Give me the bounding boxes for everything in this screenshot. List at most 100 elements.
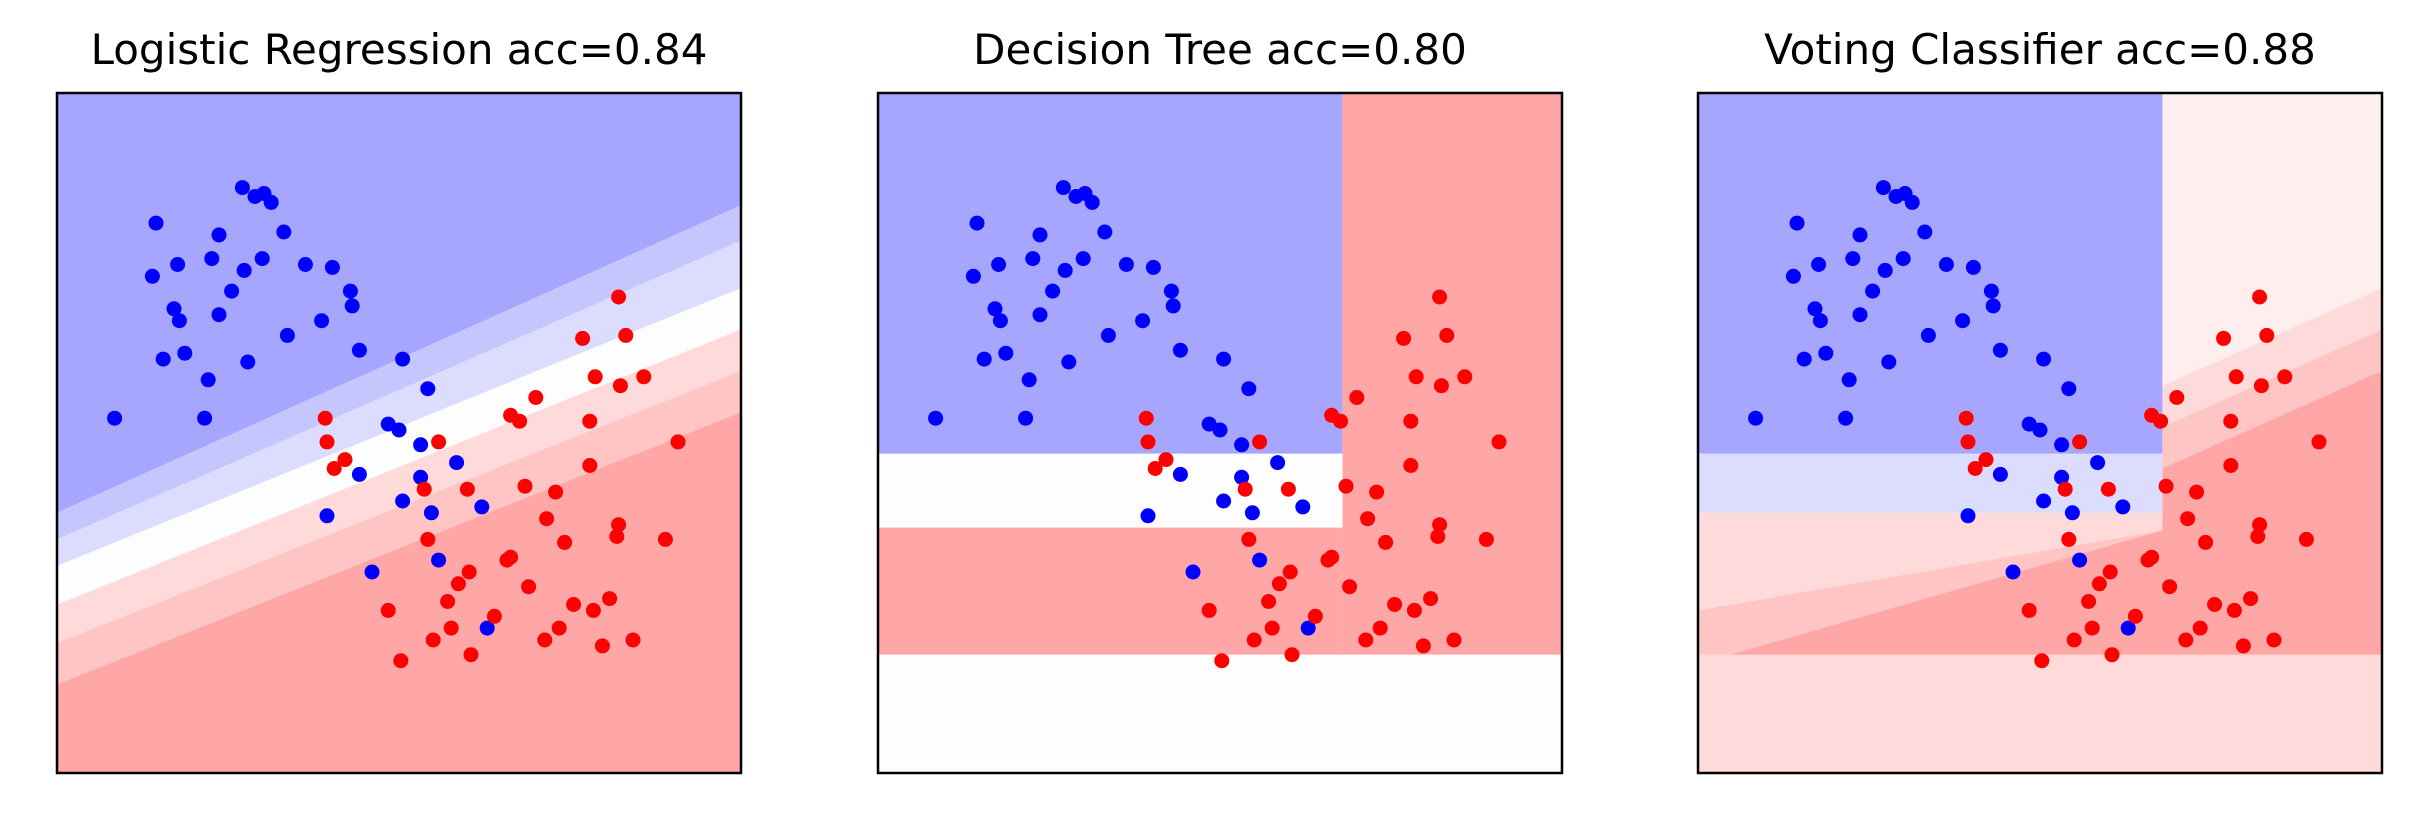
data-point-blue: [314, 313, 330, 329]
data-point-blue: [1075, 251, 1091, 267]
data-point-blue: [1032, 227, 1048, 243]
data-point-red: [537, 632, 553, 648]
data-point-red: [463, 647, 479, 663]
data-point-red: [1246, 632, 1262, 648]
data-point-blue: [324, 259, 340, 275]
data-point-red: [2081, 594, 2097, 609]
data-point-red: [2140, 552, 2156, 568]
data-point-blue: [1818, 345, 1834, 361]
data-point-red: [1201, 602, 1217, 618]
data-point-red: [1372, 620, 1388, 636]
data-point-red: [1261, 594, 1277, 609]
data-point-red: [440, 594, 456, 609]
data-point-blue: [965, 268, 981, 284]
data-point-red: [450, 576, 466, 592]
data-point-blue: [204, 251, 220, 267]
data-point-blue: [992, 313, 1008, 329]
data-point-red: [517, 478, 533, 494]
data-point-blue: [420, 381, 436, 397]
data-point-blue: [351, 466, 367, 482]
data-point-blue: [236, 262, 252, 278]
data-point-red: [625, 632, 641, 648]
data-point-red: [557, 534, 573, 550]
data-point-red: [1284, 647, 1300, 663]
data-point-red: [2034, 653, 2050, 669]
data-point-blue: [1904, 194, 1920, 210]
data-point-red: [2178, 632, 2194, 648]
data-point-blue: [155, 351, 171, 367]
data-point-blue: [1055, 180, 1071, 196]
data-point-red: [2084, 620, 2100, 636]
data-point-blue: [351, 342, 367, 358]
data-point-blue: [2036, 351, 2052, 367]
data-point-blue: [177, 345, 193, 361]
data-point-red: [1433, 378, 1449, 394]
data-point-red: [585, 602, 601, 618]
data-point-blue: [1917, 224, 1933, 240]
data-point-red: [1430, 529, 1446, 544]
data-point-red: [1342, 579, 1358, 595]
data-point-blue: [1135, 313, 1151, 329]
data-point-red: [2266, 632, 2282, 648]
data-point-red: [1158, 452, 1174, 468]
data-point-blue: [1300, 620, 1316, 636]
data-point-red: [1338, 478, 1354, 494]
data-point-red: [1457, 369, 1473, 385]
data-point-red: [1214, 653, 1230, 669]
data-point-blue: [1965, 259, 1981, 275]
data-point-blue: [148, 215, 164, 231]
data-point-blue: [344, 298, 360, 314]
data-point-red: [2311, 434, 2327, 450]
data-point-red: [1320, 552, 1336, 568]
data-point-red: [2104, 647, 2120, 663]
data-point-red: [1978, 452, 1994, 468]
data-point-blue: [1852, 307, 1868, 323]
data-point-red: [1423, 591, 1439, 607]
panel-voting-classifier: Voting Classifier acc=0.88: [1696, 25, 2384, 775]
data-point-red: [1403, 413, 1419, 429]
data-point-red: [1415, 638, 1431, 654]
data-point-blue: [1084, 194, 1100, 210]
data-point-blue: [1172, 342, 1188, 358]
data-point-red: [431, 434, 447, 450]
data-point-red: [1478, 531, 1494, 547]
decision-region: [1730, 530, 2163, 655]
data-point-red: [1349, 390, 1365, 405]
decision-region: [1698, 93, 2163, 454]
data-point-blue: [1992, 466, 2008, 482]
data-point-blue: [998, 345, 1014, 361]
data-point-blue: [234, 180, 250, 196]
decision-region: [878, 453, 1343, 528]
data-point-blue: [2090, 455, 2106, 471]
data-point-red: [611, 517, 627, 533]
decision-region: [2162, 370, 2382, 655]
data-point-blue: [1244, 505, 1260, 521]
data-point-red: [459, 481, 475, 497]
data-point-blue: [279, 327, 295, 343]
data-point-red: [611, 289, 627, 305]
data-point-red: [539, 511, 555, 527]
data-point-blue: [449, 455, 465, 471]
data-point-red: [499, 552, 515, 568]
data-point-blue: [1838, 410, 1854, 426]
data-point-red: [2216, 330, 2232, 346]
panel-title: Logistic Regression acc=0.84: [91, 25, 708, 74]
data-point-red: [612, 378, 628, 394]
data-point-blue: [1983, 283, 1999, 299]
panel-title: Decision Tree acc=0.80: [973, 25, 1467, 74]
decision-region: [57, 240, 741, 567]
data-point-blue: [1201, 416, 1217, 432]
decision-region: [57, 288, 741, 605]
data-point-blue: [431, 552, 447, 568]
data-point-blue: [342, 283, 358, 299]
data-point-red: [2057, 481, 2073, 497]
decision-region: [878, 654, 1562, 773]
data-point-red: [2250, 529, 2266, 544]
data-point-blue: [2115, 499, 2131, 515]
data-point-blue: [224, 283, 240, 299]
data-point-red: [528, 390, 544, 405]
data-point-red: [2298, 531, 2314, 547]
data-point-blue: [1881, 354, 1897, 370]
data-point-red: [2235, 638, 2251, 654]
